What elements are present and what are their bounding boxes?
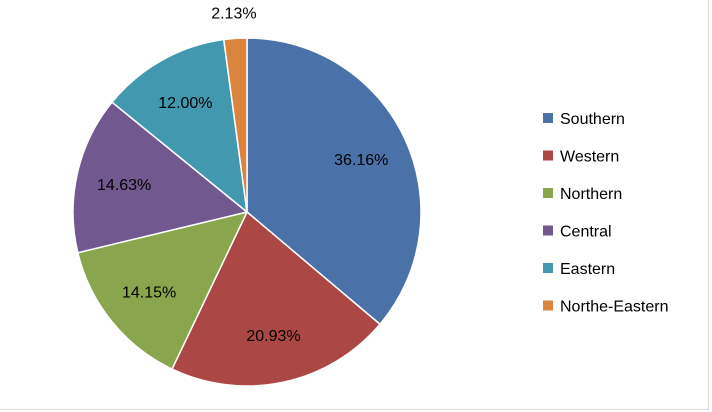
pie-slice-central bbox=[72, 101, 249, 254]
legend-label-southern: Southern bbox=[560, 111, 625, 128]
legend-swatch-northern bbox=[543, 188, 553, 198]
data-label-central: 14.63% bbox=[97, 177, 151, 194]
legend-label-western: Western bbox=[560, 149, 619, 166]
legend-swatch-central bbox=[543, 225, 553, 236]
pie-slice-northern bbox=[76, 210, 249, 371]
pie-slice-northe-eastern bbox=[222, 37, 248, 213]
data-label-northe-eastern: 2.13% bbox=[211, 5, 256, 22]
legend-swatch-northe-eastern bbox=[543, 300, 553, 311]
pie-slice-western bbox=[171, 210, 382, 387]
legend-swatch-eastern bbox=[543, 263, 553, 273]
legend-label-central: Central bbox=[560, 224, 612, 241]
data-label-western: 20.93% bbox=[246, 328, 300, 345]
legend-swatch-western bbox=[543, 150, 553, 161]
data-label-eastern: 12.00% bbox=[158, 95, 212, 112]
legend-swatch-southern bbox=[543, 113, 553, 123]
pie-slice-eastern bbox=[110, 38, 248, 214]
legend-label-northe-eastern: Northe-Eastern bbox=[560, 299, 669, 316]
data-label-southern: 36.16% bbox=[334, 152, 388, 169]
pie-slice-southern bbox=[246, 37, 422, 326]
legend-label-eastern: Eastern bbox=[560, 261, 615, 278]
legend-label-northern: Northern bbox=[560, 186, 622, 203]
data-label-northern: 14.15% bbox=[122, 284, 176, 301]
